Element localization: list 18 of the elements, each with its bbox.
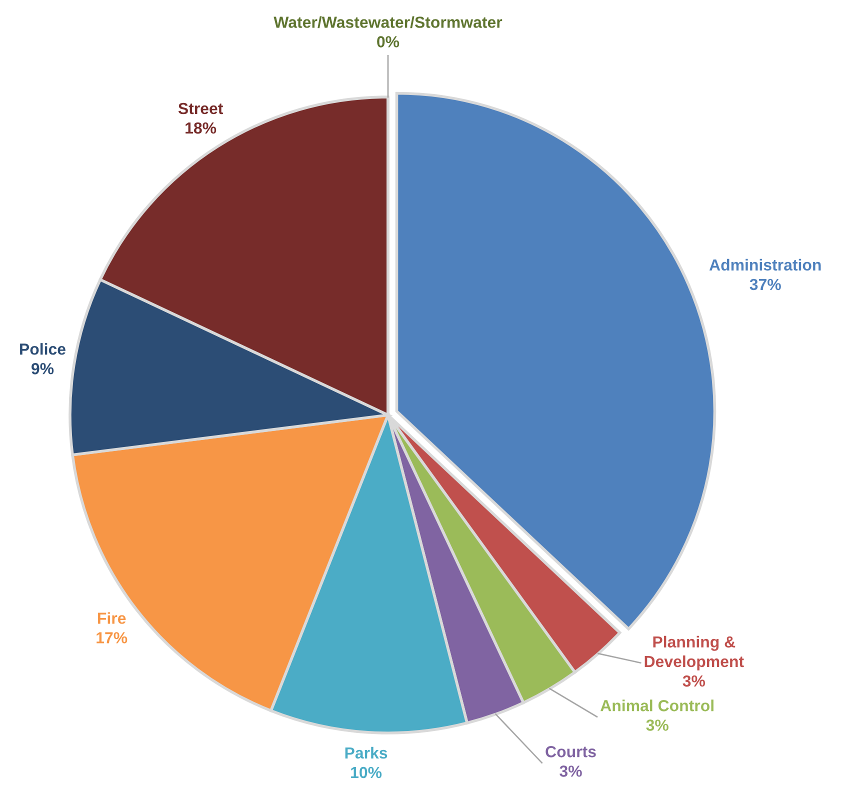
slice-label: Parks [345, 746, 388, 759]
data-label: 9% [32, 363, 54, 374]
slice-label: Police [20, 343, 66, 355]
data-label: 3% [560, 766, 582, 777]
category-label: Water/Wastewater/Stormwater [274, 16, 502, 28]
data-label: 3% [646, 720, 668, 731]
data-label: 3% [682, 675, 706, 687]
slice-label: Fire [98, 612, 126, 624]
text: 0% [377, 36, 400, 48]
data-label: 18% [186, 122, 216, 134]
data-label: 10% [351, 766, 382, 778]
slice-label: Planning & Development [644, 636, 744, 670]
slice-label: Courts [546, 746, 596, 758]
data-label: 17% [96, 632, 128, 644]
slice-label: Administration [709, 258, 821, 271]
slice-label: Street [178, 102, 224, 114]
data-label: 37% [750, 278, 781, 290]
slice-label: Animal Control [600, 700, 714, 712]
